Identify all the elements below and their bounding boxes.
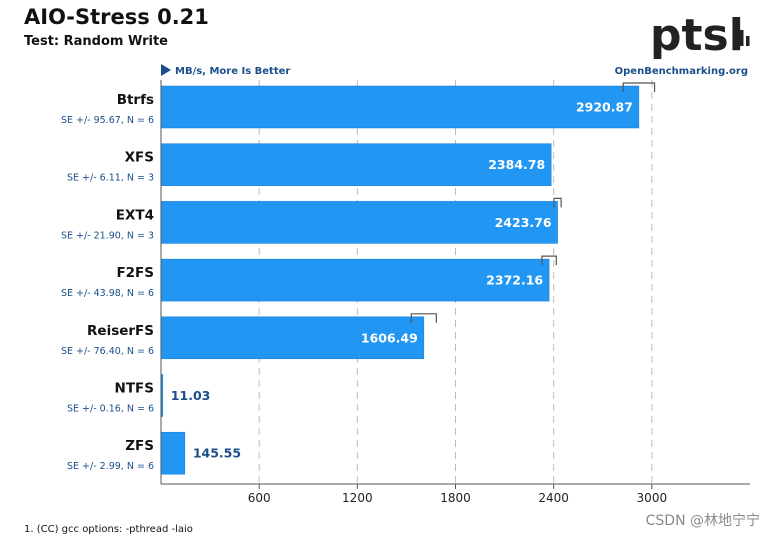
ptsl-logo: ptsl	[650, 10, 750, 61]
x-tick-label: 1200	[342, 491, 373, 505]
source-label: OpenBenchmarking.org	[615, 66, 748, 77]
se-label-xfs: SE +/- 6.11, N = 3	[67, 173, 154, 184]
footnote: 1. (CC) gcc options: -pthread -laio	[24, 524, 193, 535]
se-label-ext4: SE +/- 21.90, N = 3	[61, 230, 154, 241]
logo-bar-1	[734, 22, 738, 46]
axes: 600 1200 1800 2400 3000	[160, 80, 750, 505]
category-label-zfs: ZFS	[125, 438, 154, 454]
value-label-ntfs: 11.03	[171, 388, 211, 403]
bar-btrfs	[160, 85, 640, 129]
se-label-btrfs: SE +/- 95.67, N = 6	[61, 115, 154, 126]
bar-ext4	[160, 201, 558, 244]
x-tick-label: 3000	[637, 491, 668, 505]
category-label-xfs: XFS	[125, 150, 154, 166]
value-label-f2fs: 2372.16	[486, 273, 543, 288]
x-tick-label: 600	[248, 491, 271, 505]
bar-reiserfs	[160, 316, 425, 360]
x-tick-label: 1800	[440, 491, 471, 505]
value-label-ext4: 2423.76	[495, 215, 552, 230]
unit-arrow-icon	[161, 64, 171, 76]
watermark: CSDN @林地宁宁	[646, 512, 760, 529]
se-label-f2fs: SE +/- 43.98, N = 6	[61, 288, 154, 299]
bar-xfs	[160, 143, 552, 186]
value-label-reiserfs: 1606.49	[361, 330, 418, 345]
se-label-ntfs: SE +/- 0.16, N = 6	[67, 404, 154, 415]
error-bar-reiserfs	[410, 313, 437, 323]
error-bar-ext4	[553, 197, 562, 208]
x-tick-label: 2400	[538, 491, 569, 505]
category-label-ext4: EXT4	[116, 207, 154, 223]
error-bar-btrfs	[622, 82, 656, 92]
logo-text: ptsl	[650, 10, 744, 61]
bars: 2920.87 2384.78 2423.76 2372.16 1606.49 11.03…	[160, 82, 656, 475]
error-bar-f2fs	[541, 255, 557, 266]
se-label-zfs: SE +/- 2.99, N = 6	[67, 461, 154, 472]
unit-label: MB/s, More Is Better	[175, 66, 290, 77]
bar-f2fs	[160, 258, 550, 302]
chart-title: AIO-Stress 0.21	[24, 5, 209, 29]
category-label-f2fs: F2FS	[116, 265, 154, 281]
bar-zfs	[160, 431, 186, 475]
value-label-btrfs: 2920.87	[576, 100, 633, 115]
category-label-reiserfs: ReiserFS	[87, 323, 154, 339]
value-label-xfs: 2384.78	[488, 157, 545, 172]
grid-lines	[258, 80, 653, 484]
category-label-btrfs: Btrfs	[117, 92, 154, 108]
logo-bar-2	[740, 30, 744, 46]
category-label-ntfs: NTFS	[115, 381, 154, 397]
logo-bar-3	[746, 36, 750, 46]
chart-subtitle: Test: Random Write	[24, 34, 168, 49]
value-label-zfs: 145.55	[193, 446, 241, 461]
se-label-reiserfs: SE +/- 76.40, N = 6	[61, 346, 154, 357]
category-labels: Btrfs SE +/- 95.67, N = 6 XFS SE +/- 6.11, …	[61, 92, 154, 472]
